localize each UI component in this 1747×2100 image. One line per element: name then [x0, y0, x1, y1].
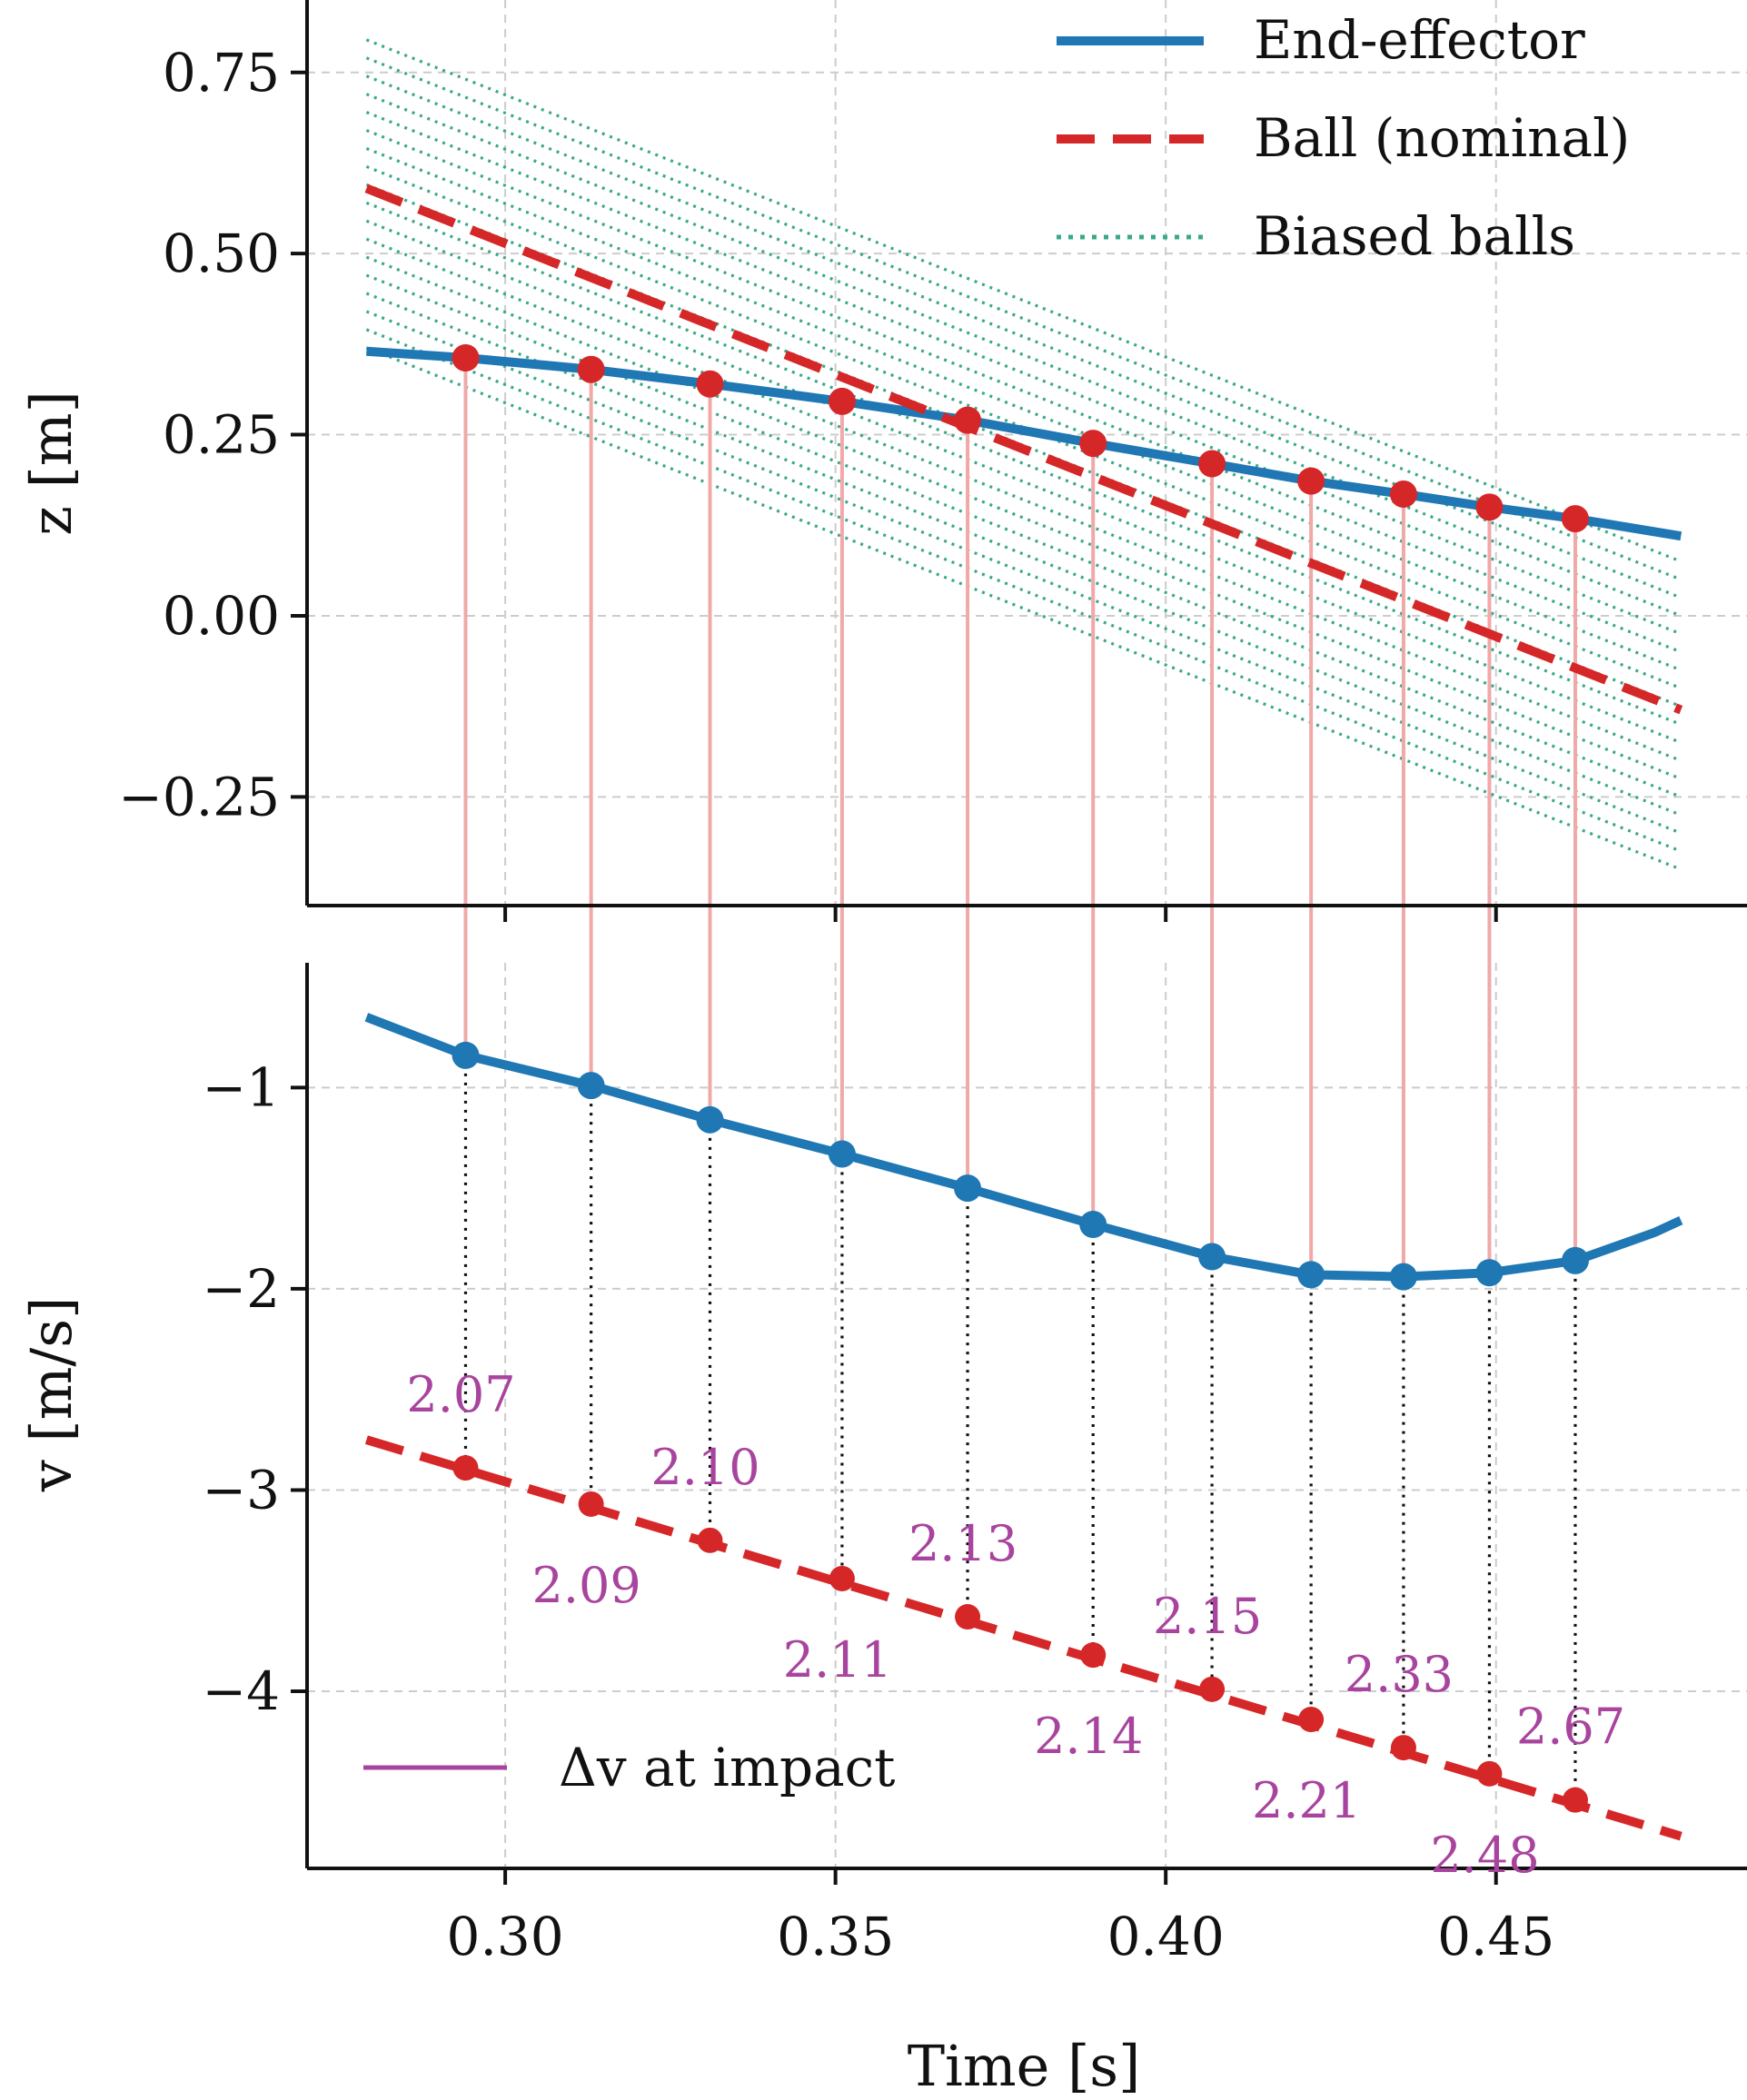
top-impact-point	[1079, 430, 1107, 458]
top-impact-point	[1389, 480, 1417, 508]
bottom-end-effector-point	[1079, 1211, 1107, 1239]
biased-ball-line	[365, 93, 1682, 618]
top-y-tick-label: 0.00	[163, 585, 280, 647]
dv-value-label: 2.11	[783, 1631, 892, 1689]
bottom-end-effector-point	[1475, 1259, 1504, 1287]
biased-ball-line	[365, 255, 1682, 780]
bottom-end-effector-line	[364, 1013, 1683, 1282]
x-tick-label: 0.45	[1437, 1906, 1554, 1967]
top-impact-point	[954, 406, 982, 434]
dv-value-label: 2.14	[1034, 1708, 1143, 1765]
biased-ball-line	[365, 38, 1682, 563]
dv-value-label: 2.21	[1252, 1772, 1361, 1829]
top-legend: End-effector Ball (nominal) Biased balls	[1057, 9, 1630, 267]
biased-ball-line	[365, 56, 1682, 581]
top-impact-point	[1297, 467, 1325, 495]
biased-ball-line	[365, 74, 1682, 599]
biased-ball-line	[365, 346, 1682, 871]
top-ball-nominal-line	[364, 183, 1683, 715]
bottom-y-axis-label: v [m/s]	[18, 1297, 84, 1493]
bottom-end-effector-point	[1198, 1243, 1226, 1271]
legend-ball-label: Ball (nominal)	[1254, 107, 1630, 169]
bottom-ball-point	[955, 1604, 981, 1630]
bottom-ball-point	[1199, 1676, 1226, 1702]
dv-value-label: 2.13	[908, 1515, 1017, 1572]
legend-biased-label: Biased balls	[1254, 205, 1575, 267]
bottom-end-effector-point	[577, 1072, 605, 1100]
impact-connector-layer	[463, 358, 1577, 1800]
text-layer: 2.07 2.09 2.10 2.11 2.13 2.14 2.15 2.21 2.33 2.48…	[118, 42, 1625, 1967]
impact-marker-layer	[452, 344, 1589, 1813]
bottom-ball-point	[1476, 1760, 1503, 1787]
top-y-tick-label: −0.25	[118, 766, 280, 827]
bottom-y-tick-label: −4	[203, 1660, 281, 1722]
bottom-ball-point	[829, 1565, 855, 1591]
biased-ball-line	[365, 183, 1682, 708]
top-impact-point	[696, 370, 724, 398]
top-impact-point	[452, 344, 480, 372]
bottom-end-effector-point	[828, 1140, 856, 1168]
x-tick-label: 0.40	[1107, 1906, 1225, 1967]
top-impact-point	[577, 355, 605, 383]
x-tick-label: 0.30	[447, 1906, 564, 1967]
top-impact-point	[1475, 493, 1504, 521]
bottom-y-tick-label: −1	[203, 1056, 281, 1118]
bottom-end-effector-point	[954, 1174, 982, 1203]
dv-value-label: 2.09	[532, 1557, 641, 1614]
biased-ball-line	[365, 328, 1682, 853]
top-y-axis-label: z [m]	[18, 391, 84, 536]
bottom-end-effector-point	[452, 1041, 480, 1069]
bottom-end-effector-point	[1561, 1246, 1589, 1274]
biased-ball-line	[365, 273, 1682, 798]
dv-value-label: 2.07	[406, 1366, 515, 1423]
biased-ball-line	[365, 164, 1682, 690]
top-impact-point	[828, 387, 856, 415]
axes-layer	[291, 0, 1747, 1885]
biased-ball-line	[365, 310, 1682, 835]
top-y-tick-label: 0.25	[163, 404, 280, 466]
bottom-ball-point	[1080, 1642, 1107, 1669]
bottom-y-tick-label: −3	[203, 1459, 281, 1521]
grid-layer	[307, 0, 1747, 1868]
top-y-tick-label: 0.75	[163, 42, 280, 104]
dv-value-label: 2.15	[1153, 1588, 1262, 1645]
biased-ball-line	[365, 201, 1682, 727]
biased-ball-line	[365, 129, 1682, 654]
bottom-end-effector-point	[696, 1105, 724, 1134]
legend-end-effector-label: End-effector	[1254, 9, 1585, 71]
dv-value-label: 2.48	[1430, 1827, 1539, 1884]
dv-value-label: 2.67	[1516, 1699, 1625, 1756]
bottom-ball-point	[1390, 1735, 1416, 1761]
top-impact-point	[1561, 505, 1589, 533]
dv-value-label: 2.10	[650, 1439, 759, 1496]
x-axis-label: Time [s]	[908, 2033, 1141, 2099]
bottom-y-tick-label: −2	[203, 1258, 281, 1320]
bottom-ball-point	[697, 1527, 723, 1553]
bottom-ball-point	[578, 1491, 604, 1517]
biased-ball-line	[365, 147, 1682, 672]
biased-ball-line	[365, 237, 1682, 762]
x-tick-label: 0.35	[777, 1906, 894, 1967]
top-y-tick-label: 0.50	[163, 223, 280, 284]
bottom-ball-point	[452, 1455, 479, 1481]
dv-value-label: 2.33	[1345, 1646, 1454, 1703]
bottom-end-effector-point	[1297, 1261, 1325, 1289]
top-impact-point	[1198, 450, 1226, 478]
bottom-end-effector-point	[1389, 1263, 1417, 1291]
biased-ball-line	[365, 111, 1682, 636]
bottom-ball-point	[1562, 1787, 1588, 1813]
biased-ball-line	[365, 292, 1682, 817]
biased-ball-line	[365, 219, 1682, 745]
bottom-ball-point	[1298, 1707, 1325, 1733]
biased-balls-layer	[365, 38, 1682, 871]
bottom-legend: Δv at impact	[363, 1737, 895, 1798]
legend-dv-label: Δv at impact	[559, 1737, 895, 1798]
